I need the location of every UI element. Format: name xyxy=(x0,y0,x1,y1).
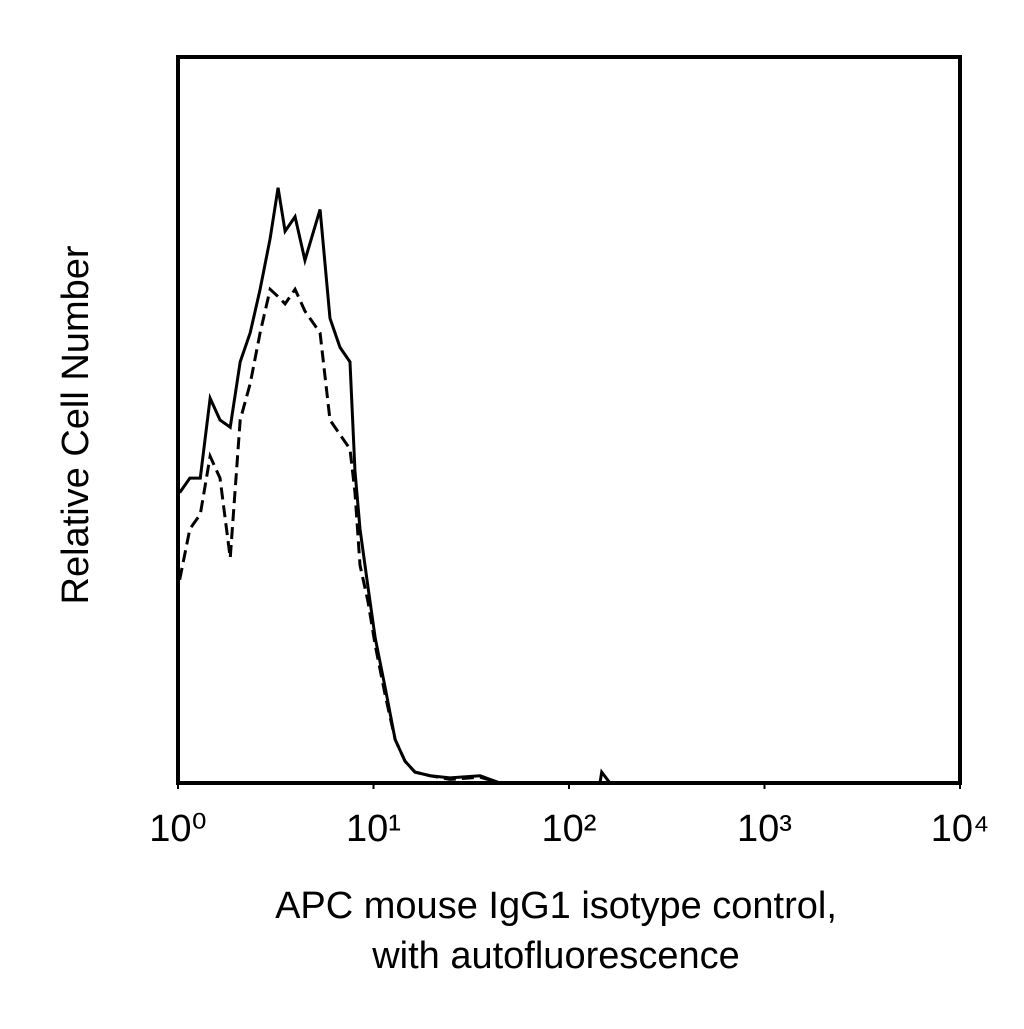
plot-frame xyxy=(176,55,962,785)
histogram-line xyxy=(178,187,960,785)
y-axis-label: Relative Cell Number xyxy=(55,245,97,604)
x-tick-label: 10² xyxy=(542,808,597,850)
x-tick-label: 10⁴ xyxy=(931,808,990,850)
histogram-line xyxy=(178,286,960,785)
x-axis-label: with autofluorescence xyxy=(371,935,740,977)
x-tick-label: 10³ xyxy=(737,808,792,850)
x-tick-label: 10⁰ xyxy=(149,808,207,850)
x-tick-label: 10¹ xyxy=(346,808,401,850)
x-axis-label: APC mouse IgG1 isotype control, xyxy=(275,885,837,927)
